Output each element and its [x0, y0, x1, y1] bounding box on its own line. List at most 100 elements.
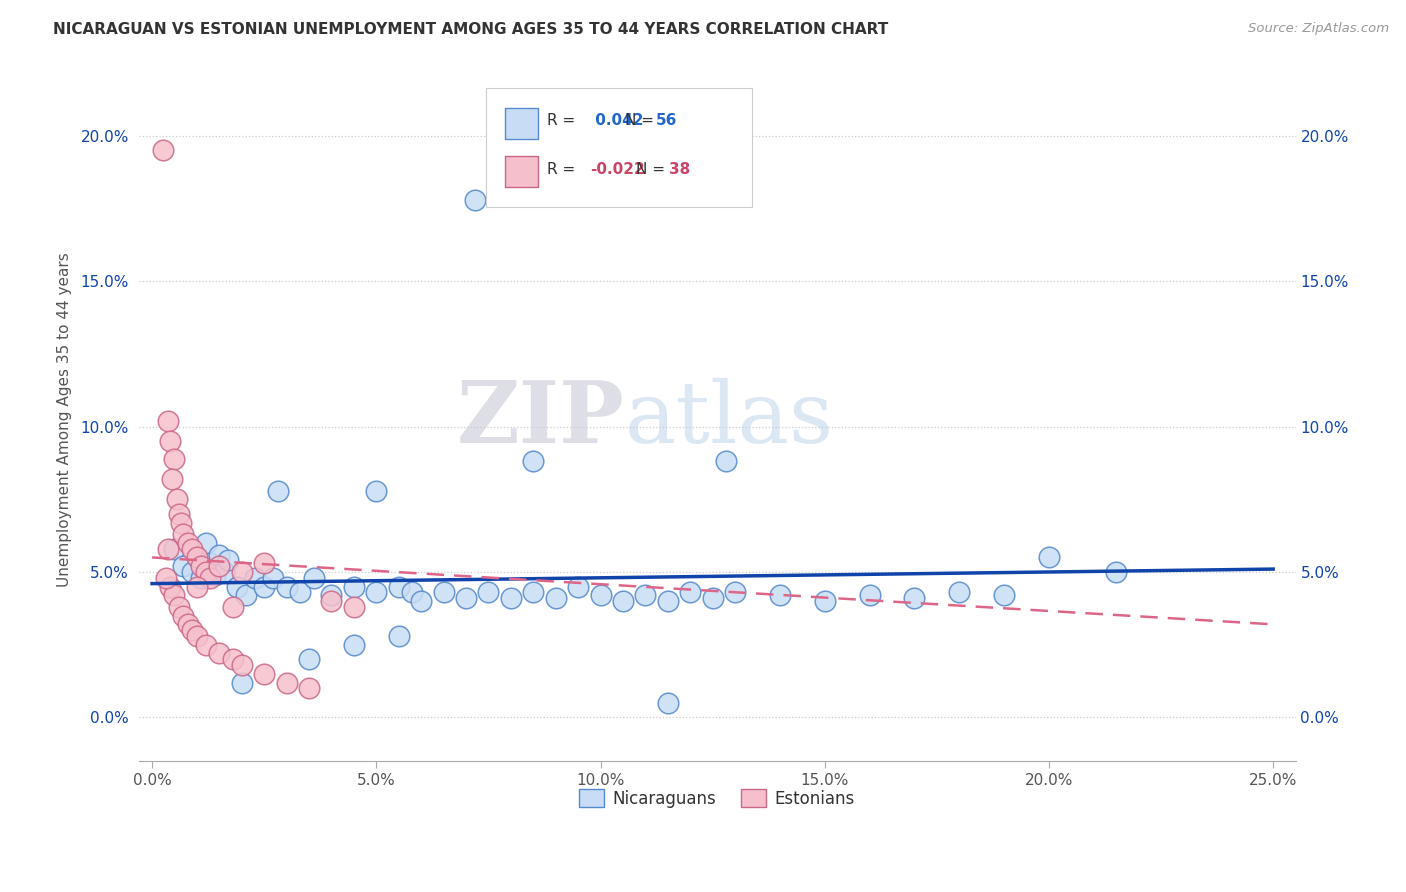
Text: N =: N =	[624, 113, 654, 128]
Point	[245, 571, 267, 585]
Point	[181, 541, 204, 556]
Point	[181, 565, 204, 579]
Point	[948, 585, 970, 599]
Point	[235, 588, 257, 602]
Point	[522, 585, 544, 599]
Point	[366, 483, 388, 498]
Point	[288, 585, 311, 599]
Point	[266, 483, 288, 498]
Text: 56: 56	[655, 113, 678, 128]
Point	[769, 588, 792, 602]
Point	[200, 556, 222, 570]
Text: atlas: atlas	[624, 377, 834, 461]
FancyBboxPatch shape	[485, 87, 752, 207]
Point	[172, 608, 194, 623]
Point	[194, 565, 217, 579]
Point	[454, 591, 477, 606]
Point	[589, 588, 612, 602]
Text: R =: R =	[547, 113, 575, 128]
Point	[903, 591, 925, 606]
Point	[155, 571, 177, 585]
Text: NICARAGUAN VS ESTONIAN UNEMPLOYMENT AMONG AGES 35 TO 44 YEARS CORRELATION CHART: NICARAGUAN VS ESTONIAN UNEMPLOYMENT AMON…	[53, 22, 889, 37]
Point	[152, 143, 174, 157]
Point	[388, 580, 411, 594]
Point	[194, 638, 217, 652]
Point	[567, 580, 589, 594]
Point	[464, 193, 486, 207]
FancyBboxPatch shape	[505, 108, 537, 139]
Point	[181, 623, 204, 637]
Point	[186, 550, 208, 565]
Point	[190, 559, 212, 574]
Point	[231, 675, 253, 690]
Point	[200, 571, 222, 585]
Text: 0.042: 0.042	[591, 113, 644, 128]
Point	[993, 588, 1015, 602]
Point	[702, 591, 724, 606]
Point	[162, 472, 184, 486]
Point	[302, 571, 325, 585]
Point	[1105, 565, 1128, 579]
Point	[253, 556, 276, 570]
Point	[522, 454, 544, 468]
Point	[217, 553, 239, 567]
Point	[1038, 550, 1060, 565]
Point	[212, 565, 235, 579]
Point	[499, 591, 522, 606]
Point	[253, 580, 276, 594]
Point	[194, 536, 217, 550]
Point	[222, 599, 245, 614]
Point	[208, 647, 231, 661]
Point	[657, 594, 679, 608]
Point	[156, 414, 179, 428]
Point	[222, 652, 245, 666]
Point	[366, 585, 388, 599]
Point	[167, 507, 190, 521]
Point	[714, 454, 737, 468]
Point	[226, 580, 249, 594]
Point	[167, 599, 190, 614]
Point	[401, 585, 423, 599]
Point	[172, 559, 194, 574]
Point	[298, 652, 321, 666]
Point	[657, 696, 679, 710]
FancyBboxPatch shape	[505, 156, 537, 186]
Point	[159, 580, 181, 594]
Point	[634, 588, 657, 602]
Y-axis label: Unemployment Among Ages 35 to 44 years: Unemployment Among Ages 35 to 44 years	[58, 252, 72, 587]
Point	[231, 565, 253, 579]
Point	[612, 594, 634, 608]
Point	[156, 541, 179, 556]
Point	[814, 594, 837, 608]
Point	[172, 527, 194, 541]
Point	[159, 434, 181, 448]
Point	[858, 588, 880, 602]
Point	[544, 591, 567, 606]
Text: -0.022: -0.022	[591, 162, 644, 178]
Point	[186, 580, 208, 594]
Point	[177, 536, 200, 550]
Text: R =: R =	[547, 162, 575, 178]
Point	[262, 571, 284, 585]
Point	[388, 629, 411, 643]
Legend: Nicaraguans, Estonians: Nicaraguans, Estonians	[572, 783, 862, 814]
Point	[724, 585, 747, 599]
Point	[432, 585, 454, 599]
Point	[177, 617, 200, 632]
Point	[343, 638, 366, 652]
Point	[170, 516, 193, 530]
Point	[343, 599, 366, 614]
Point	[186, 550, 208, 565]
Text: Source: ZipAtlas.com: Source: ZipAtlas.com	[1249, 22, 1389, 36]
Point	[208, 559, 231, 574]
Point	[411, 594, 433, 608]
Point	[253, 666, 276, 681]
Point	[186, 629, 208, 643]
Point	[208, 548, 231, 562]
Point	[477, 585, 499, 599]
Point	[163, 588, 186, 602]
Point	[190, 571, 212, 585]
Point	[321, 588, 343, 602]
Text: ZIP: ZIP	[457, 377, 624, 461]
Point	[166, 492, 188, 507]
